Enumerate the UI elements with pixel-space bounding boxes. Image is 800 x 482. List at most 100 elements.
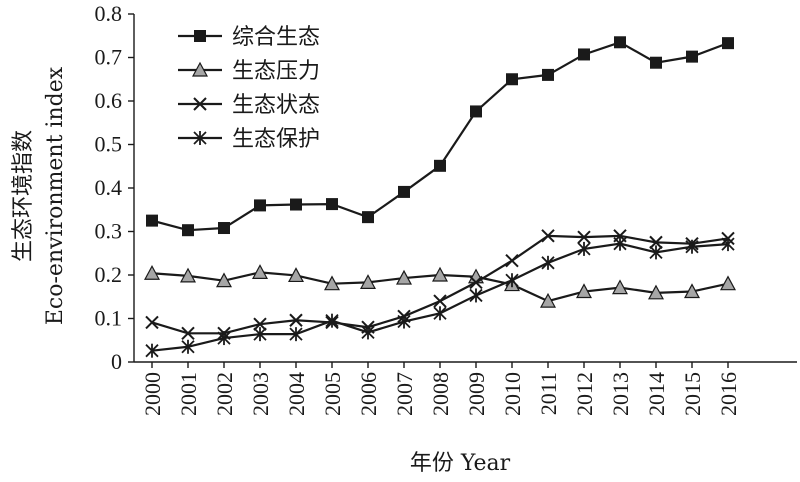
data-point: [215, 272, 233, 288]
data-point: [359, 274, 377, 289]
y-tick-label: 0.3: [95, 219, 123, 244]
data-point: [398, 185, 410, 198]
data-point: [431, 266, 449, 282]
data-point: [433, 306, 447, 321]
data-point: [182, 224, 194, 237]
legend-marker: [191, 61, 209, 77]
data-point: [505, 273, 519, 288]
data-point: [577, 241, 591, 256]
data-point: [647, 284, 665, 300]
x-tick-label: 2014: [644, 372, 669, 416]
data-point: [649, 235, 663, 250]
x-tick-label: 2007: [392, 372, 417, 416]
y-tick-label: 0: [111, 349, 122, 374]
data-point: [469, 275, 483, 290]
series-3: [145, 229, 735, 340]
data-point: [362, 211, 374, 224]
x-tick-label: 2011: [536, 372, 561, 415]
y-tick-label: 0.1: [95, 306, 123, 331]
legend-label: 生态压力: [232, 59, 320, 84]
data-point: [218, 222, 230, 235]
series-group: [143, 36, 737, 358]
x-tick-label: 2001: [176, 372, 201, 416]
data-point: [614, 36, 626, 49]
data-point: [287, 267, 305, 283]
x-axis-title: 年份 Year: [410, 451, 511, 476]
data-point: [397, 314, 411, 329]
y-tick-label: 0.2: [95, 262, 123, 287]
data-point: [217, 331, 231, 346]
data-point: [289, 327, 303, 342]
y-axis-title-chinese: 生态环境指数: [11, 130, 36, 262]
x-tick-label: 2009: [464, 372, 489, 416]
data-point: [686, 50, 698, 63]
x-tick-label: 2004: [284, 372, 309, 416]
data-point: [326, 198, 338, 211]
data-point: [470, 105, 482, 118]
series-1: [146, 36, 734, 237]
x-tick-label: 2008: [428, 372, 453, 416]
data-point: [146, 214, 158, 227]
x-tick-label: 2010: [500, 372, 525, 416]
data-point: [434, 159, 446, 172]
data-point: [649, 245, 663, 260]
data-point: [719, 275, 737, 291]
data-point: [181, 326, 195, 340]
y-tick-labels: 0 0.1 0.2 0.3 0.4 0.5 0.6 0.7 0.8: [95, 1, 123, 374]
legend-marker: [194, 30, 206, 42]
legend-item: 生态压力: [178, 59, 320, 84]
legend-label: 生态保护: [232, 127, 320, 152]
x-tick-labels: 2000 2001 2002 2003 2004 2005 2006 2007 2008 2009…: [140, 372, 741, 416]
legend-item: 生态保护: [178, 127, 320, 152]
data-point: [325, 313, 339, 328]
data-point: [361, 325, 375, 340]
data-point: [395, 269, 413, 285]
legend-label: 生态状态: [232, 93, 320, 118]
y-tick-label: 0.7: [95, 45, 123, 70]
data-point: [505, 253, 519, 268]
data-point: [506, 73, 518, 86]
data-point: [469, 288, 483, 303]
data-point: [253, 317, 267, 331]
axes: [128, 13, 797, 368]
x-tick-label: 2013: [608, 372, 633, 416]
data-point: [577, 230, 591, 244]
x-tick-label: 2000: [140, 372, 165, 416]
data-point: [575, 283, 593, 299]
data-point: [181, 339, 195, 354]
data-point: [650, 56, 662, 69]
series-4: [145, 236, 735, 358]
data-point: [685, 239, 699, 254]
legend-label: 综合生态: [232, 25, 320, 50]
legend-marker: [193, 97, 207, 111]
data-point: [289, 313, 303, 327]
x-tick-label: 2012: [572, 372, 597, 416]
x-tick-label: 2016: [716, 372, 741, 416]
x-tick-label: 2015: [680, 372, 705, 416]
data-point: [578, 48, 590, 61]
y-tick-label: 0.8: [95, 1, 123, 26]
data-point: [722, 37, 734, 50]
data-point: [611, 279, 629, 295]
y-tick-label: 0.6: [95, 88, 123, 113]
data-point: [539, 292, 557, 308]
legend-item: 生态状态: [178, 93, 320, 118]
data-point: [145, 315, 159, 330]
series-line: [151, 242, 729, 352]
y-axis-title-english: Eco-environment index: [43, 66, 68, 325]
data-point: [721, 237, 735, 252]
y-tick-label: 0.5: [95, 132, 123, 157]
data-point: [179, 267, 197, 283]
data-point: [253, 327, 267, 342]
x-tick-label: 2003: [248, 372, 273, 416]
data-point: [433, 294, 447, 308]
legend-item: 综合生态: [178, 25, 320, 50]
data-point: [254, 199, 266, 212]
data-point: [683, 283, 701, 299]
y-tick-label: 0.4: [95, 175, 123, 200]
data-point: [323, 275, 341, 291]
data-point: [541, 229, 555, 243]
